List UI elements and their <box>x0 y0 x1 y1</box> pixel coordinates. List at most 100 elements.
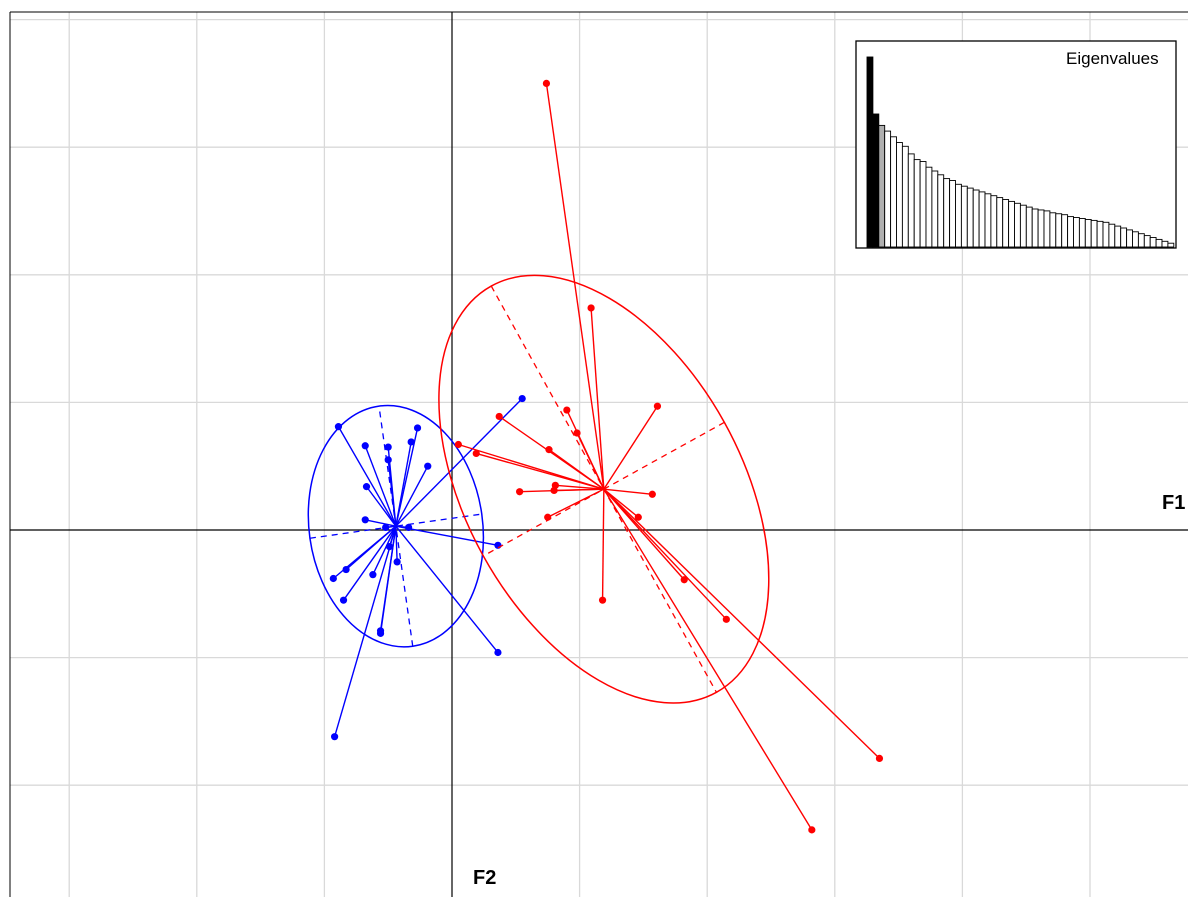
star-segment <box>395 398 523 527</box>
data-point <box>518 394 526 403</box>
data-point <box>454 440 462 449</box>
x-axis-label: F1 <box>1162 492 1185 514</box>
eigenvalue-bar <box>1126 229 1133 248</box>
eigenvalue-bar <box>990 195 998 248</box>
eigenvalue-bar <box>1078 218 1086 248</box>
data-point <box>544 513 552 521</box>
eigenvalues-inset: Eigenvalues <box>855 40 1177 249</box>
eigenvalue-bar <box>884 130 892 248</box>
star-segment <box>603 488 727 620</box>
data-point <box>393 558 401 566</box>
group-2 <box>438 79 884 834</box>
star-segment <box>337 426 397 527</box>
data-point <box>653 402 662 410</box>
data-point <box>495 412 503 421</box>
data-point <box>342 565 350 574</box>
data-point <box>331 733 339 741</box>
data-point <box>405 523 413 532</box>
data-point <box>545 446 553 454</box>
eigenvalue-bar <box>1025 206 1033 248</box>
eigenvalue-bar <box>1073 217 1080 248</box>
data-point <box>598 596 607 604</box>
eigenvalue-bar <box>1061 214 1069 248</box>
group-1 <box>307 394 526 741</box>
eigenvalue-bar <box>925 166 933 248</box>
star-segment <box>603 488 653 495</box>
star-segment <box>547 488 605 518</box>
star-segment <box>387 459 397 527</box>
eigenvalue-bar <box>996 197 1004 248</box>
data-point <box>361 442 369 450</box>
eigenvalue-bar <box>1143 235 1151 248</box>
eigenvalue-bar <box>931 170 939 248</box>
eigenvalue-bar <box>896 142 903 248</box>
star-segment <box>333 525 397 737</box>
star-segment <box>519 488 604 493</box>
eigenvalue-bar <box>1155 238 1163 248</box>
eigenvalue-bar <box>949 180 956 248</box>
eigenvalue-bar <box>913 159 921 248</box>
eigenvalue-bar <box>1161 240 1169 248</box>
data-point <box>563 406 571 414</box>
data-point <box>808 826 816 834</box>
data-point <box>384 456 392 464</box>
eigenvalue-bar <box>1037 209 1045 248</box>
star-segment <box>372 525 397 575</box>
star-segment <box>395 525 499 653</box>
data-point <box>472 449 480 458</box>
star-segment <box>365 519 396 527</box>
star-segment <box>395 525 499 547</box>
eigenvalue-bar <box>978 191 986 248</box>
eigenvalue-bar <box>966 187 974 248</box>
star-segment <box>603 488 880 759</box>
y-axis-label: F2 <box>473 867 496 889</box>
star-segment <box>603 488 813 831</box>
eigenvalue-bar <box>1120 227 1128 248</box>
data-point <box>550 486 558 495</box>
eigenvalue-bar <box>1008 200 1015 248</box>
inset-title: Eigenvalues <box>1066 49 1159 68</box>
data-point <box>680 576 688 584</box>
group-layer <box>307 79 884 834</box>
eigenvalue-bar <box>955 183 962 248</box>
eigenvalue-bar <box>1132 231 1139 248</box>
eigenvalue-bar <box>984 193 992 248</box>
eigenvalue-bar <box>937 174 945 248</box>
eigenvalue-bar <box>907 153 915 248</box>
data-point <box>382 523 390 532</box>
eigenvalue-bar <box>872 113 880 248</box>
eigenvalue-bar <box>1167 242 1175 248</box>
data-point <box>587 304 595 312</box>
star-segment <box>342 525 397 601</box>
eigenvalue-bar <box>1014 202 1021 248</box>
data-point <box>362 483 371 491</box>
star-segment <box>555 484 604 490</box>
star-segment <box>395 465 429 527</box>
data-point <box>385 542 394 551</box>
eigenvalue-bar <box>1096 220 1104 248</box>
eigenvalue-bar <box>878 124 886 248</box>
eigenvalue-bar <box>972 189 980 248</box>
star-segment <box>603 405 659 490</box>
star-segment <box>601 489 605 601</box>
eigenvalue-bar <box>1149 237 1157 248</box>
star-segment <box>576 432 605 490</box>
data-point <box>413 424 422 432</box>
star-segment <box>590 307 605 490</box>
data-point <box>634 513 642 521</box>
data-point <box>361 516 369 524</box>
eigenvalue-bar <box>1108 223 1116 248</box>
eigenvalue-bar <box>890 136 897 248</box>
eigenvalue-bar <box>943 178 951 248</box>
data-point <box>376 627 385 635</box>
star-segment <box>379 526 397 631</box>
eigenvalue-bar <box>1055 213 1063 248</box>
eigenvalue-bar <box>1067 216 1074 248</box>
star-segment <box>364 445 397 527</box>
data-point <box>573 429 581 437</box>
star-segment <box>395 427 419 527</box>
star-segment <box>476 452 605 490</box>
data-point <box>369 571 377 579</box>
data-point <box>334 423 343 431</box>
